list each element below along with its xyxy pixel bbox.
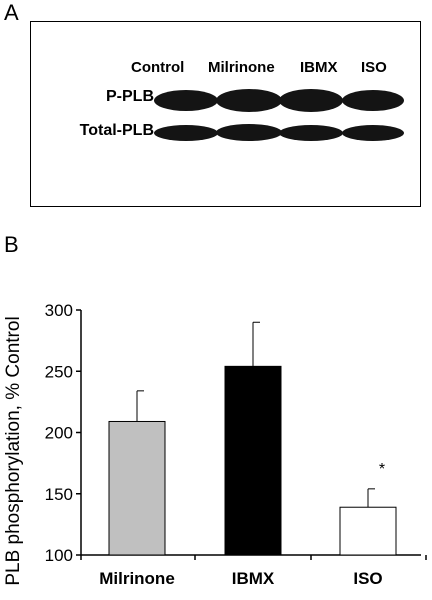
panel-b-letter: B	[4, 232, 19, 257]
y-tick-label: 250	[45, 362, 73, 381]
y-tick-label: 300	[45, 301, 73, 320]
p-plb-band-control	[154, 90, 218, 111]
y-tick-label: 100	[45, 546, 73, 565]
lane-label-ibmx: IBMX	[300, 59, 338, 76]
p-plb-band-iso	[342, 90, 404, 111]
bar-milrinone	[108, 420, 166, 556]
lane-label-control: Control	[131, 59, 185, 76]
x-tick-label: IBMX	[232, 569, 275, 588]
total-plb-band-control	[154, 125, 218, 141]
bar-ibmx	[224, 365, 282, 556]
total-plb-band-iso	[342, 125, 404, 141]
y-tick-label: 200	[45, 424, 73, 443]
p-plb-band-ibmx	[279, 89, 343, 112]
total-plb-band-ibmx	[279, 125, 343, 141]
lane-label-iso: ISO	[361, 59, 387, 76]
lane-label-milrinone: Milrinone	[208, 59, 275, 76]
row-label-total-plb: Total-PLB	[79, 122, 154, 139]
x-tick-label: ISO	[353, 569, 382, 588]
total-plb-band-milrinone	[216, 124, 282, 141]
row-label-p-plb: P-PLB	[106, 88, 154, 105]
p-plb-band-milrinone	[216, 89, 282, 112]
panel-a-letter: A	[4, 0, 19, 25]
y-tick-label: 150	[45, 485, 73, 504]
bar-iso	[339, 506, 397, 556]
y-axis-label: PLB phosphorylation, % Control	[3, 316, 24, 585]
x-tick-label: Milrinone	[99, 569, 175, 588]
significance-annotation: *	[379, 461, 385, 478]
western-blot-panel: Control Milrinone IBMX ISO P-PLB Total-P…	[30, 21, 421, 207]
